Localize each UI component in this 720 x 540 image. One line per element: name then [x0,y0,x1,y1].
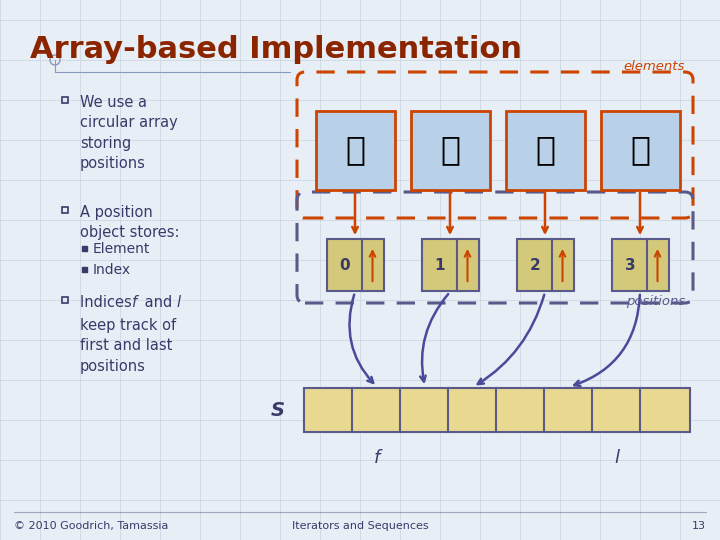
FancyBboxPatch shape [505,111,585,190]
FancyBboxPatch shape [552,239,574,291]
Text: © 2010 Goodrich, Tamassia: © 2010 Goodrich, Tamassia [14,521,168,531]
Text: positions: positions [626,295,685,308]
Text: Index: Index [93,263,131,277]
FancyBboxPatch shape [496,388,546,432]
Text: A position
object stores:: A position object stores: [80,205,179,240]
Text: Indices: Indices [80,295,136,310]
FancyBboxPatch shape [410,111,490,190]
Bar [62,297,68,303]
FancyBboxPatch shape [592,388,642,432]
Text: f: f [374,449,380,467]
Text: 0: 0 [340,258,351,273]
FancyBboxPatch shape [315,111,395,190]
Text: elements: elements [624,60,685,73]
Text: Iterators and Sequences: Iterators and Sequences [292,521,428,531]
FancyBboxPatch shape [456,239,479,291]
Text: S: S [271,401,285,420]
FancyBboxPatch shape [326,239,364,291]
Bar [62,207,68,213]
FancyBboxPatch shape [611,239,649,291]
Text: l: l [614,449,619,467]
Text: 🐴: 🐴 [630,133,650,166]
FancyBboxPatch shape [352,388,402,432]
Text: Element: Element [93,242,150,256]
FancyBboxPatch shape [516,239,554,291]
Text: 🦎: 🦎 [535,133,555,166]
Bar [82,267,87,272]
Text: keep track of
first and last
positions: keep track of first and last positions [80,318,176,374]
FancyBboxPatch shape [640,388,690,432]
Text: 1: 1 [435,258,445,273]
FancyBboxPatch shape [361,239,384,291]
Bar [62,97,68,103]
Text: 13: 13 [692,521,706,531]
FancyBboxPatch shape [421,239,459,291]
FancyBboxPatch shape [400,388,450,432]
FancyBboxPatch shape [304,388,354,432]
FancyBboxPatch shape [600,111,680,190]
Text: l: l [176,295,180,310]
Text: We use a
circular array
storing
positions: We use a circular array storing position… [80,95,178,171]
Bar [82,246,87,251]
Text: f: f [132,295,137,310]
FancyBboxPatch shape [544,388,594,432]
Text: and: and [140,295,177,310]
FancyBboxPatch shape [448,388,498,432]
Text: 3: 3 [625,258,635,273]
Text: 🦢: 🦢 [440,133,460,166]
FancyBboxPatch shape [647,239,668,291]
Text: Array-based Implementation: Array-based Implementation [30,35,522,64]
Text: 🦁: 🦁 [345,133,365,166]
Text: 2: 2 [530,258,541,273]
